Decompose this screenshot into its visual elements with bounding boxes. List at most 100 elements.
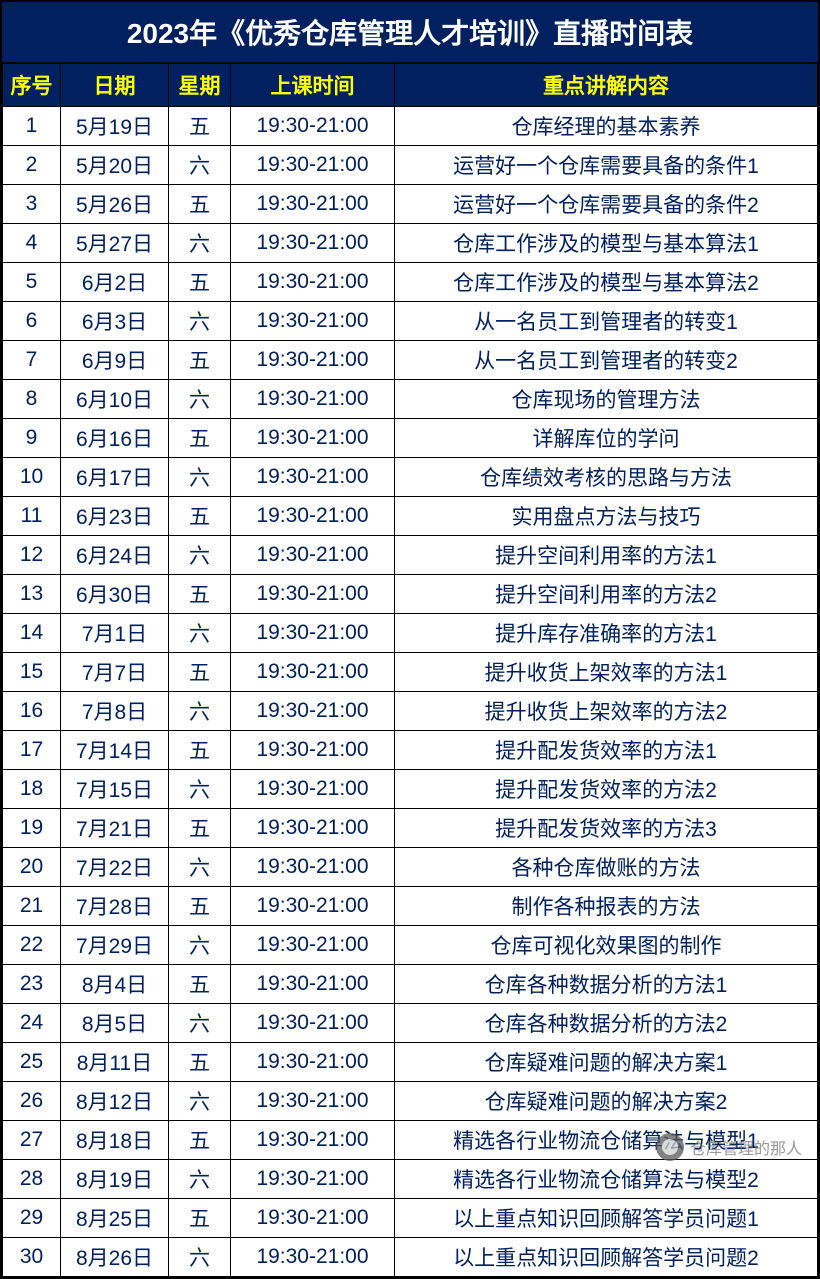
table-row: 187月15日六19:30-21:00提升配发货效率的方法2 xyxy=(3,770,818,809)
cell-date: 7月29日 xyxy=(61,926,169,965)
cell-seq: 5 xyxy=(3,263,61,302)
cell-date: 6月3日 xyxy=(61,302,169,341)
cell-time: 19:30-21:00 xyxy=(231,653,395,692)
cell-time: 19:30-21:00 xyxy=(231,302,395,341)
watermark-text: 仓库管理的那人 xyxy=(690,1135,802,1159)
cell-time: 19:30-21:00 xyxy=(231,1043,395,1082)
cell-time: 19:30-21:00 xyxy=(231,887,395,926)
cell-seq: 21 xyxy=(3,887,61,926)
cell-day: 六 xyxy=(169,614,231,653)
table-body: 15月19日五19:30-21:00仓库经理的基本素养25月20日六19:30-… xyxy=(3,107,818,1277)
cell-content: 仓库各种数据分析的方法1 xyxy=(395,965,818,1004)
table-row: 258月11日五19:30-21:00仓库疑难问题的解决方案1 xyxy=(3,1043,818,1082)
cell-seq: 9 xyxy=(3,419,61,458)
cell-time: 19:30-21:00 xyxy=(231,419,395,458)
cell-seq: 15 xyxy=(3,653,61,692)
cell-time: 19:30-21:00 xyxy=(231,848,395,887)
table-row: 25月20日六19:30-21:00运营好一个仓库需要具备的条件1 xyxy=(3,146,818,185)
cell-content: 精选各行业物流仓储算法与模型2 xyxy=(395,1160,818,1199)
col-header-seq: 序号 xyxy=(3,64,61,107)
cell-time: 19:30-21:00 xyxy=(231,458,395,497)
cell-date: 5月27日 xyxy=(61,224,169,263)
cell-time: 19:30-21:00 xyxy=(231,692,395,731)
cell-content: 以上重点知识回顾解答学员问题1 xyxy=(395,1199,818,1238)
cell-date: 7月28日 xyxy=(61,887,169,926)
cell-seq: 2 xyxy=(3,146,61,185)
cell-seq: 22 xyxy=(3,926,61,965)
cell-date: 6月10日 xyxy=(61,380,169,419)
schedule-container: 2023年《优秀仓库管理人才培训》直播时间表 序号 日期 星期 上课时间 重点讲… xyxy=(0,0,820,1279)
cell-time: 19:30-21:00 xyxy=(231,1160,395,1199)
table-row: 157月7日五19:30-21:00提升收货上架效率的方法1 xyxy=(3,653,818,692)
cell-date: 7月21日 xyxy=(61,809,169,848)
cell-content: 仓库疑难问题的解决方案1 xyxy=(395,1043,818,1082)
cell-content: 实用盘点方法与技巧 xyxy=(395,497,818,536)
cell-date: 7月7日 xyxy=(61,653,169,692)
cell-content: 仓库绩效考核的思路与方法 xyxy=(395,458,818,497)
cell-date: 6月23日 xyxy=(61,497,169,536)
cell-content: 仓库工作涉及的模型与基本算法2 xyxy=(395,263,818,302)
cell-time: 19:30-21:00 xyxy=(231,380,395,419)
cell-seq: 25 xyxy=(3,1043,61,1082)
cell-date: 8月12日 xyxy=(61,1082,169,1121)
cell-date: 7月14日 xyxy=(61,731,169,770)
cell-date: 8月26日 xyxy=(61,1238,169,1277)
cell-date: 8月25日 xyxy=(61,1199,169,1238)
cell-content: 制作各种报表的方法 xyxy=(395,887,818,926)
cell-time: 19:30-21:00 xyxy=(231,575,395,614)
cell-date: 6月30日 xyxy=(61,575,169,614)
cell-time: 19:30-21:00 xyxy=(231,1121,395,1160)
cell-content: 仓库经理的基本素养 xyxy=(395,107,818,146)
cell-content: 仓库疑难问题的解决方案2 xyxy=(395,1082,818,1121)
cell-date: 6月24日 xyxy=(61,536,169,575)
table-row: 35月26日五19:30-21:00运营好一个仓库需要具备的条件2 xyxy=(3,185,818,224)
cell-day: 五 xyxy=(169,965,231,1004)
cell-day: 五 xyxy=(169,1199,231,1238)
table-row: 217月28日五19:30-21:00制作各种报表的方法 xyxy=(3,887,818,926)
cell-day: 五 xyxy=(169,341,231,380)
table-row: 116月23日五19:30-21:00实用盘点方法与技巧 xyxy=(3,497,818,536)
table-row: 227月29日六19:30-21:00仓库可视化效果图的制作 xyxy=(3,926,818,965)
cell-seq: 17 xyxy=(3,731,61,770)
cell-seq: 10 xyxy=(3,458,61,497)
cell-time: 19:30-21:00 xyxy=(231,614,395,653)
col-header-content: 重点讲解内容 xyxy=(395,64,818,107)
cell-time: 19:30-21:00 xyxy=(231,185,395,224)
cell-seq: 27 xyxy=(3,1121,61,1160)
table-row: 86月10日六19:30-21:00仓库现场的管理方法 xyxy=(3,380,818,419)
cell-date: 6月17日 xyxy=(61,458,169,497)
cell-content: 提升配发货效率的方法2 xyxy=(395,770,818,809)
table-row: 238月4日五19:30-21:00仓库各种数据分析的方法1 xyxy=(3,965,818,1004)
table-row: 197月21日五19:30-21:00提升配发货效率的方法3 xyxy=(3,809,818,848)
cell-content: 仓库可视化效果图的制作 xyxy=(395,926,818,965)
cell-day: 五 xyxy=(169,419,231,458)
cell-day: 五 xyxy=(169,653,231,692)
table-row: 288月19日六19:30-21:00精选各行业物流仓储算法与模型2 xyxy=(3,1160,818,1199)
cell-day: 五 xyxy=(169,731,231,770)
cell-time: 19:30-21:00 xyxy=(231,341,395,380)
cell-day: 五 xyxy=(169,809,231,848)
cell-time: 19:30-21:00 xyxy=(231,1199,395,1238)
cell-seq: 4 xyxy=(3,224,61,263)
cell-date: 5月26日 xyxy=(61,185,169,224)
table-row: 15月19日五19:30-21:00仓库经理的基本素养 xyxy=(3,107,818,146)
cell-seq: 11 xyxy=(3,497,61,536)
cell-date: 6月9日 xyxy=(61,341,169,380)
cell-day: 六 xyxy=(169,770,231,809)
cell-time: 19:30-21:00 xyxy=(231,1004,395,1043)
cell-content: 运营好一个仓库需要具备的条件1 xyxy=(395,146,818,185)
cell-content: 提升配发货效率的方法3 xyxy=(395,809,818,848)
cell-content: 从一名员工到管理者的转变2 xyxy=(395,341,818,380)
cell-date: 8月19日 xyxy=(61,1160,169,1199)
col-header-day: 星期 xyxy=(169,64,231,107)
schedule-table: 序号 日期 星期 上课时间 重点讲解内容 15月19日五19:30-21:00仓… xyxy=(2,63,818,1277)
cell-day: 六 xyxy=(169,692,231,731)
cell-time: 19:30-21:00 xyxy=(231,965,395,1004)
cell-content: 仓库现场的管理方法 xyxy=(395,380,818,419)
page-title: 2023年《优秀仓库管理人才培训》直播时间表 xyxy=(2,2,818,63)
table-row: 56月2日五19:30-21:00仓库工作涉及的模型与基本算法2 xyxy=(3,263,818,302)
cell-content: 提升收货上架效率的方法2 xyxy=(395,692,818,731)
cell-seq: 18 xyxy=(3,770,61,809)
cell-seq: 24 xyxy=(3,1004,61,1043)
cell-date: 8月5日 xyxy=(61,1004,169,1043)
